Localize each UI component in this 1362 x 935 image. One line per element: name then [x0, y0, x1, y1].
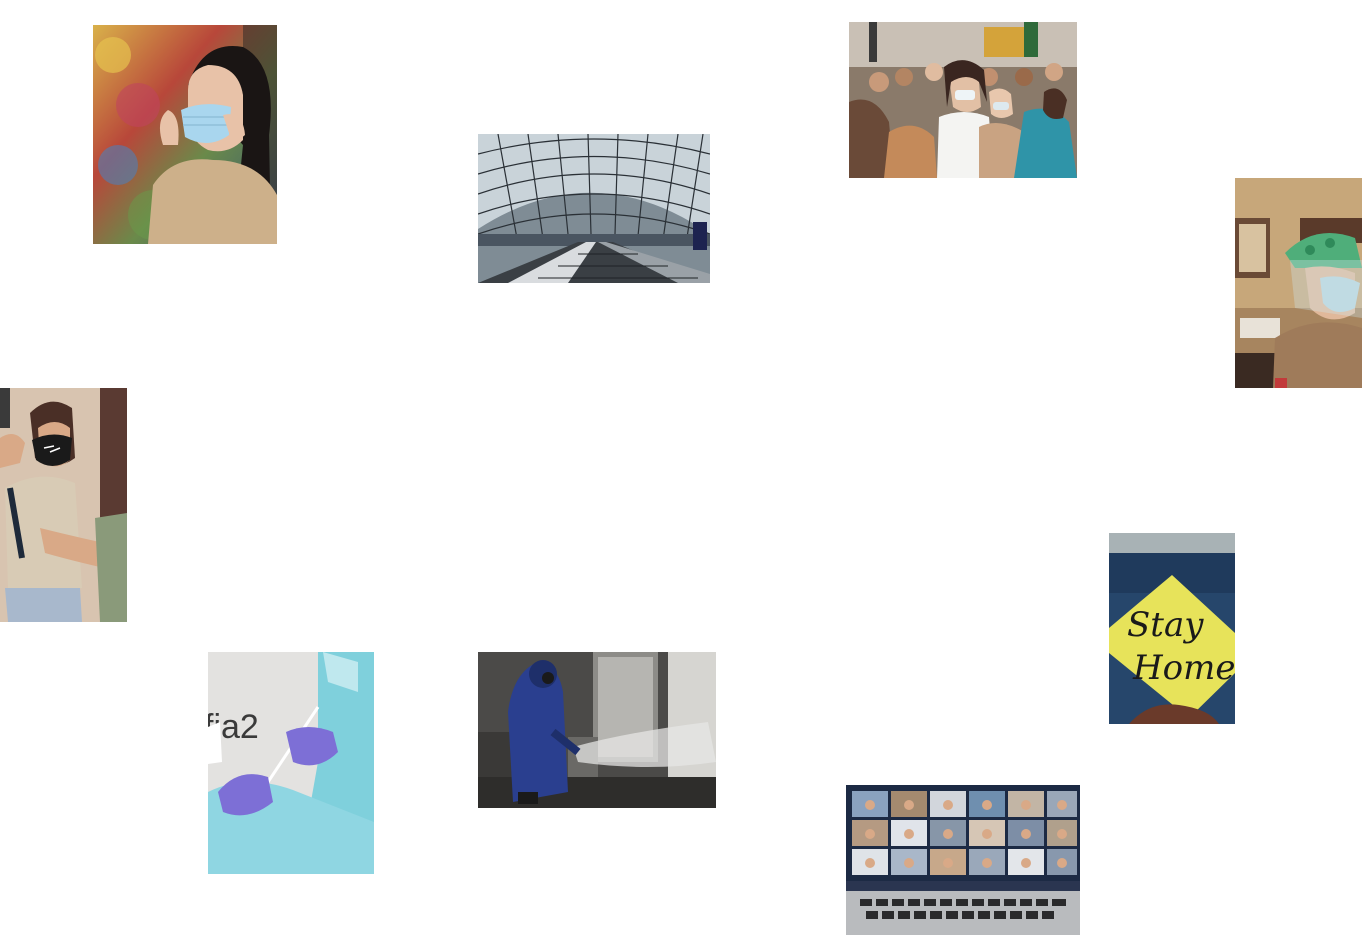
- photo-healthcare-worker[interactable]: [1235, 178, 1362, 388]
- photo-crowd[interactable]: [849, 22, 1077, 178]
- note-line-1: Stay: [1127, 605, 1204, 645]
- stay-home-sticky-note-icon: Stay Home: [1109, 533, 1235, 724]
- healthcare-worker-face-shield-icon: [1235, 178, 1362, 388]
- swab-test-gloves-icon: fia2: [208, 652, 374, 874]
- note-line-2: Home: [1132, 648, 1235, 688]
- girl-with-black-mask-icon: [0, 388, 127, 622]
- crowd-with-masks-icon: [849, 22, 1077, 178]
- photo-train-station[interactable]: [478, 134, 710, 283]
- photo-girl-mask[interactable]: [0, 388, 127, 622]
- disinfection-spray-worker-icon: [478, 652, 716, 808]
- photo-swab-test[interactable]: fia2: [208, 652, 374, 874]
- photo-stay-home[interactable]: Stay Home: [1109, 533, 1235, 724]
- photo-woman-mask[interactable]: [93, 25, 277, 244]
- woman-putting-on-surgical-mask-icon: [93, 25, 277, 244]
- empty-train-station-icon: [478, 134, 710, 283]
- laptop-video-call-icon: [846, 785, 1080, 935]
- photo-video-call[interactable]: [846, 785, 1080, 935]
- photo-disinfection[interactable]: [478, 652, 716, 808]
